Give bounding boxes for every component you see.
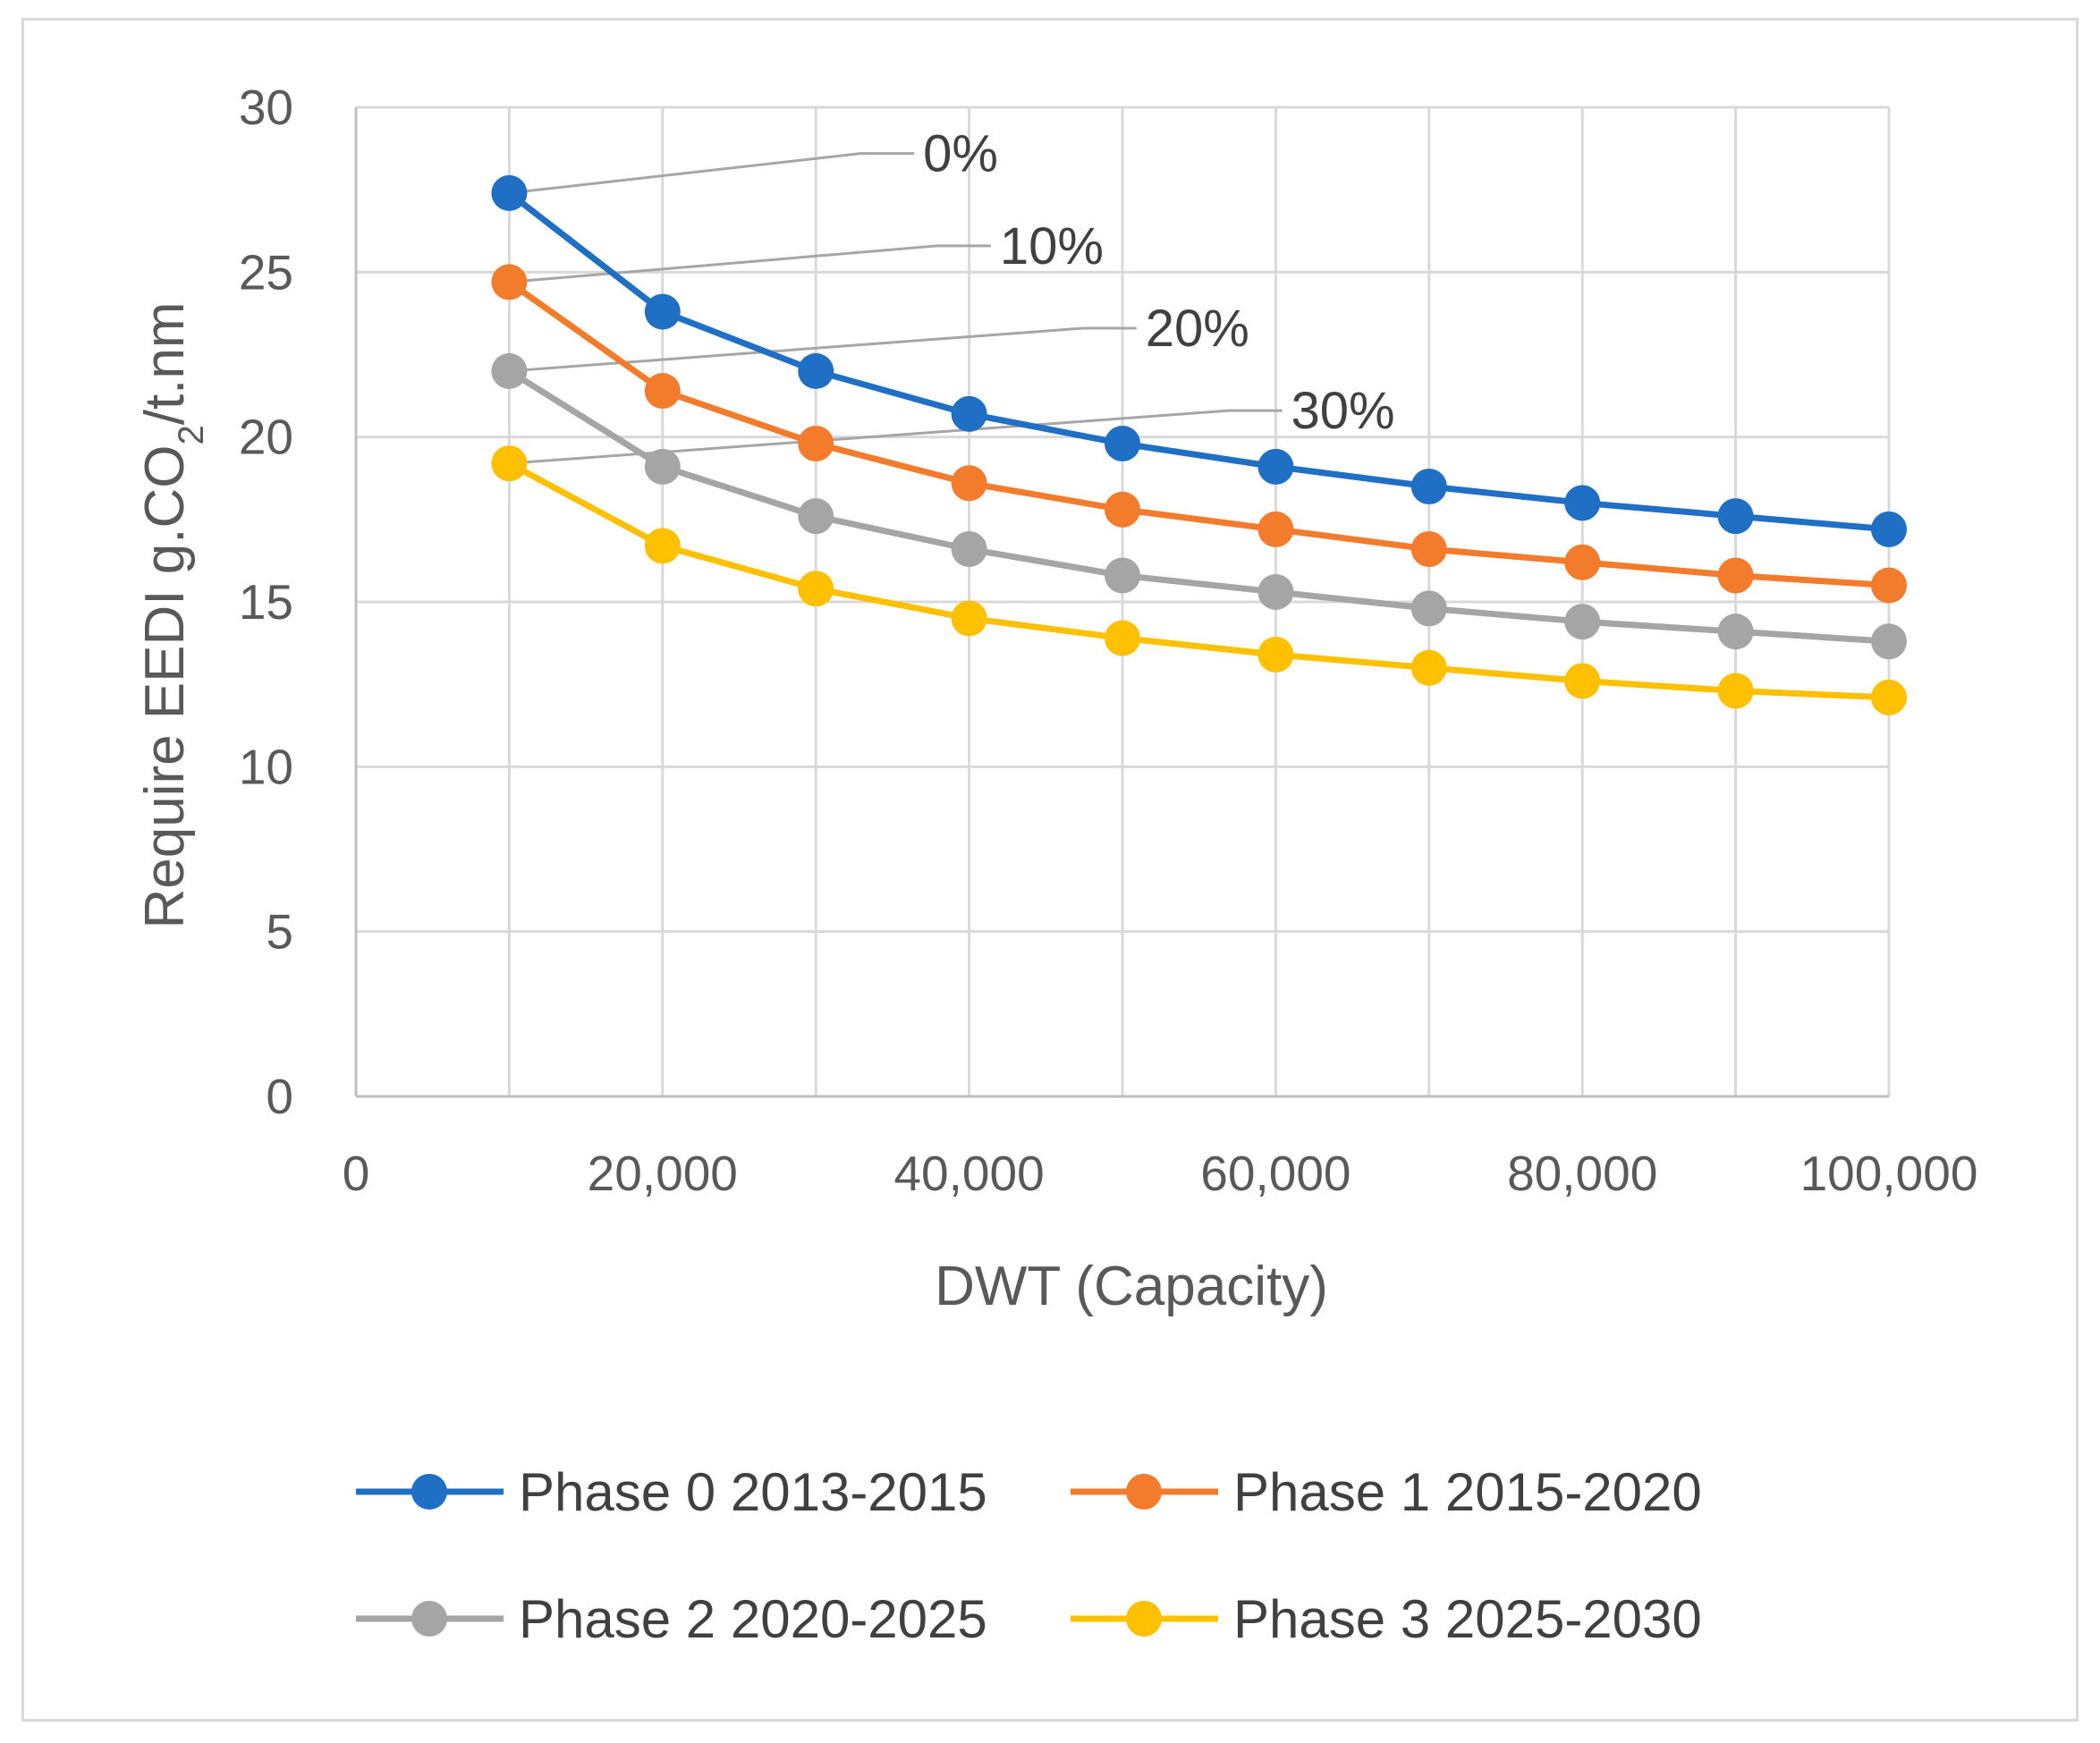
callouts: 0%10% 20% 30% — [509, 125, 1395, 465]
callout-label: 20% — [1146, 300, 1249, 358]
data-point — [1105, 557, 1140, 594]
callout-label: 0% — [923, 125, 998, 183]
data-point — [1871, 679, 1907, 715]
data-point — [491, 352, 528, 389]
legend-label: Phase 2 2020-2025 — [519, 1589, 987, 1649]
legend-marker — [411, 1474, 447, 1510]
data-point — [1717, 557, 1754, 594]
y-tick-label: 15 — [239, 574, 293, 630]
data-point — [1105, 620, 1140, 656]
legend-item: Phase 0 2013-2015 — [356, 1462, 987, 1522]
series — [491, 174, 1907, 715]
series-line — [507, 279, 1890, 589]
y-tick-label: 25 — [239, 244, 293, 300]
data-point — [1871, 511, 1907, 547]
y-axis-title-main: Require EEDI g.CO — [134, 445, 196, 929]
data-point — [1564, 485, 1601, 521]
series-line — [507, 368, 1890, 645]
data-point — [951, 465, 987, 502]
callout-leader — [509, 326, 1137, 373]
legend: Phase 0 2013-2015 Phase 1 2015-2020 Phase … — [356, 1462, 1702, 1649]
legend-label: Phase 1 2015-2020 — [1233, 1462, 1702, 1522]
y-tick-label: 0 — [266, 1069, 293, 1124]
data-point — [798, 498, 834, 535]
y-tick-label: 10 — [239, 739, 293, 794]
data-point — [951, 531, 987, 568]
tick-labels: 0 5 10 15 20 25 30 0 20,000 40,000 60,000 80,000 100… — [239, 80, 1978, 1201]
data-point — [1871, 567, 1907, 604]
x-tick-label: 20,000 — [588, 1146, 738, 1201]
data-point — [644, 448, 681, 485]
legend-marker — [411, 1601, 447, 1637]
data-point — [1410, 468, 1447, 504]
y-tick-label: 5 — [266, 904, 293, 960]
data-point — [491, 264, 528, 300]
data-point — [1410, 590, 1447, 627]
x-tick-label: 0 — [343, 1146, 370, 1201]
y-tick-label: 30 — [239, 80, 293, 135]
x-tick-label: 100,000 — [1800, 1146, 1978, 1201]
y-axis-title-tail: /t.nm — [134, 301, 196, 425]
data-point — [1257, 448, 1294, 485]
data-point — [1410, 649, 1447, 686]
legend-marker — [1126, 1474, 1162, 1510]
y-axis-title-subscript: 2 — [172, 425, 211, 444]
data-point — [1410, 531, 1447, 568]
y-axis-title: Require EEDI g.CO2/t.nm — [134, 301, 211, 928]
data-point — [644, 293, 681, 330]
data-point — [1105, 426, 1140, 462]
y-tick-label: 20 — [239, 410, 293, 465]
callout-leader — [509, 152, 915, 195]
data-point — [1257, 511, 1294, 547]
data-point — [1564, 544, 1601, 580]
data-point — [1564, 604, 1601, 640]
legend-item: Phase 1 2015-2020 — [1071, 1462, 1702, 1522]
callout-leader — [509, 244, 991, 283]
series-line — [507, 461, 1890, 701]
x-tick-label: 80,000 — [1507, 1146, 1657, 1201]
data-point — [644, 373, 681, 410]
x-axis-title: DWT (Capacity) — [935, 1256, 1328, 1317]
data-point — [1257, 573, 1294, 610]
callout-leader — [509, 409, 1283, 465]
data-point — [1717, 613, 1754, 650]
series-line — [507, 190, 1890, 533]
callout-label: 30% — [1291, 382, 1395, 440]
callout-label: 10% — [1000, 217, 1104, 275]
legend-label: Phase 0 2013-2015 — [519, 1462, 987, 1522]
data-point — [1871, 623, 1907, 660]
legend-label: Phase 3 2025-2030 — [1233, 1589, 1702, 1649]
data-point — [798, 571, 834, 607]
x-tick-label: 40,000 — [893, 1146, 1044, 1201]
axes — [354, 107, 1889, 1098]
data-point — [951, 600, 987, 637]
data-point — [1564, 663, 1601, 699]
x-tick-label: 60,000 — [1200, 1146, 1351, 1201]
data-point — [798, 352, 834, 389]
data-point — [491, 174, 528, 211]
data-point — [1105, 491, 1140, 528]
legend-item: Phase 2 2020-2025 — [356, 1589, 987, 1649]
data-point — [951, 395, 987, 432]
data-point — [491, 445, 528, 482]
data-point — [1717, 498, 1754, 535]
data-point — [644, 528, 681, 564]
data-point — [798, 426, 834, 462]
legend-item: Phase 3 2025-2030 — [1071, 1589, 1702, 1649]
legend-marker — [1126, 1601, 1162, 1637]
data-point — [1257, 636, 1294, 673]
data-point — [1717, 673, 1754, 709]
